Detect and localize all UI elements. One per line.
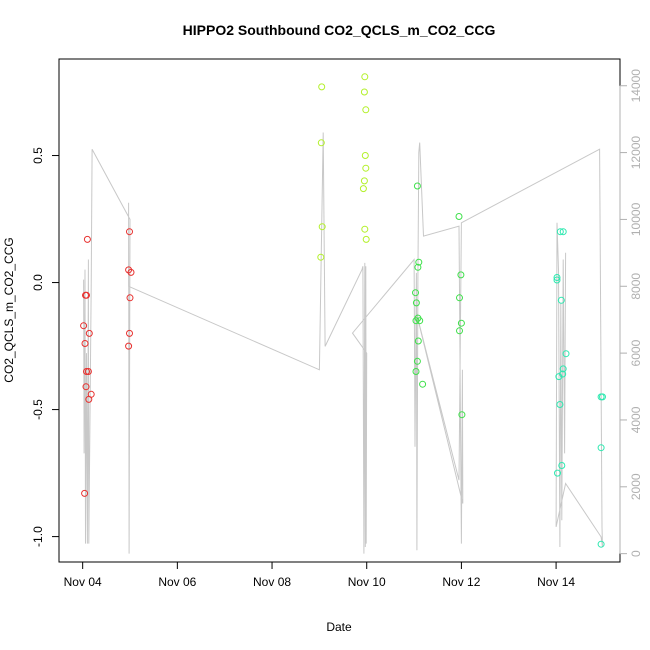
data-point: [82, 383, 90, 391]
data-point: [83, 291, 90, 299]
y2-tick-label: 12000: [629, 136, 643, 170]
data-point: [318, 223, 326, 231]
y2-tick-label: 0: [629, 550, 643, 557]
data-point: [456, 294, 463, 302]
y2-tick-label: 4000: [629, 406, 643, 433]
data-point: [81, 340, 89, 347]
x-axis: Nov 04 Nov 06 Nov 08 Nov 10 Nov 12 Nov 14: [64, 561, 575, 589]
data-point: [362, 164, 370, 172]
data-point: [414, 263, 422, 271]
data-point: [559, 228, 567, 236]
data-point: [558, 462, 566, 469]
data-point: [84, 368, 92, 375]
data-point: [83, 235, 91, 243]
data-point: [597, 444, 605, 452]
data-point: [362, 235, 370, 243]
y-tick-label: -1.0: [31, 526, 45, 547]
y2-tick-label: 2000: [629, 473, 643, 500]
data-point: [362, 106, 370, 114]
data-point: [361, 73, 369, 81]
data-point: [455, 213, 463, 220]
y-axis-right: 0 2000 4000 6000 8000 10000 12000 14000: [619, 69, 643, 557]
data-point: [415, 258, 423, 266]
data-point: [317, 139, 325, 147]
data-point: [126, 329, 133, 337]
data-point: [556, 401, 564, 408]
chart-title: HIPPO2 Southbound CO2_QCLS_m_CO2_CCG: [183, 22, 496, 38]
x-tick-label: Nov 10: [348, 575, 386, 589]
x-tick-label: Nov 14: [537, 575, 575, 589]
data-point: [412, 289, 419, 297]
data-point: [597, 540, 605, 548]
data-point: [555, 373, 563, 381]
y2-tick-label: 14000: [629, 69, 643, 103]
data-point: [416, 317, 424, 325]
data-point: [85, 395, 93, 403]
data-point: [458, 411, 466, 419]
data-point: [360, 177, 368, 185]
x-tick-label: Nov 08: [253, 575, 291, 589]
data-point: [553, 276, 561, 284]
altitude-line: [83, 132, 603, 554]
y-axis-left: -1.0 -0.5 0.0 0.5: [31, 147, 60, 547]
data-point: [361, 225, 369, 233]
x-axis-label: Date: [326, 620, 352, 634]
data-point: [457, 319, 465, 327]
y2-tick-label: 8000: [629, 273, 643, 300]
data-point: [317, 253, 325, 261]
data-point: [419, 380, 427, 388]
data-point: [412, 299, 420, 307]
y-tick-label: 0.0: [31, 274, 45, 291]
data-point: [126, 294, 134, 302]
data-point: [361, 152, 369, 159]
data-point: [80, 322, 88, 330]
data-point: [126, 228, 133, 236]
data-point: [553, 274, 561, 281]
data-point: [412, 368, 420, 375]
data-point: [456, 327, 463, 335]
data-point: [457, 271, 465, 279]
data-point: [127, 268, 135, 276]
data-point: [83, 368, 90, 375]
x-tick-label: Nov 06: [158, 575, 196, 589]
x-tick-label: Nov 12: [442, 575, 480, 589]
data-point: [360, 88, 368, 96]
plot-frame: [58, 58, 621, 563]
y2-tick-label: 10000: [629, 202, 643, 236]
data-point: [125, 342, 133, 350]
data-point: [413, 357, 421, 365]
data-point: [85, 329, 93, 337]
y2-tick-label: 6000: [629, 339, 643, 366]
y-tick-label: 0.5: [31, 147, 45, 164]
data-point: [562, 350, 570, 358]
data-point: [359, 185, 367, 193]
data-point: [414, 337, 422, 345]
data-point: [599, 393, 606, 401]
x-tick-label: Nov 04: [64, 575, 102, 589]
data-points-layer: [80, 73, 606, 548]
data-point: [557, 296, 565, 304]
data-point: [318, 83, 326, 91]
data-point: [413, 182, 421, 190]
y-axis-label: CO2_QCLS_m_CO2_CCG: [2, 237, 16, 382]
data-point: [556, 228, 564, 236]
data-point: [81, 489, 89, 497]
y-tick-label: -0.5: [31, 399, 45, 420]
data-point: [559, 365, 567, 373]
data-point: [554, 469, 561, 477]
altitude-line-layer: [83, 132, 603, 554]
